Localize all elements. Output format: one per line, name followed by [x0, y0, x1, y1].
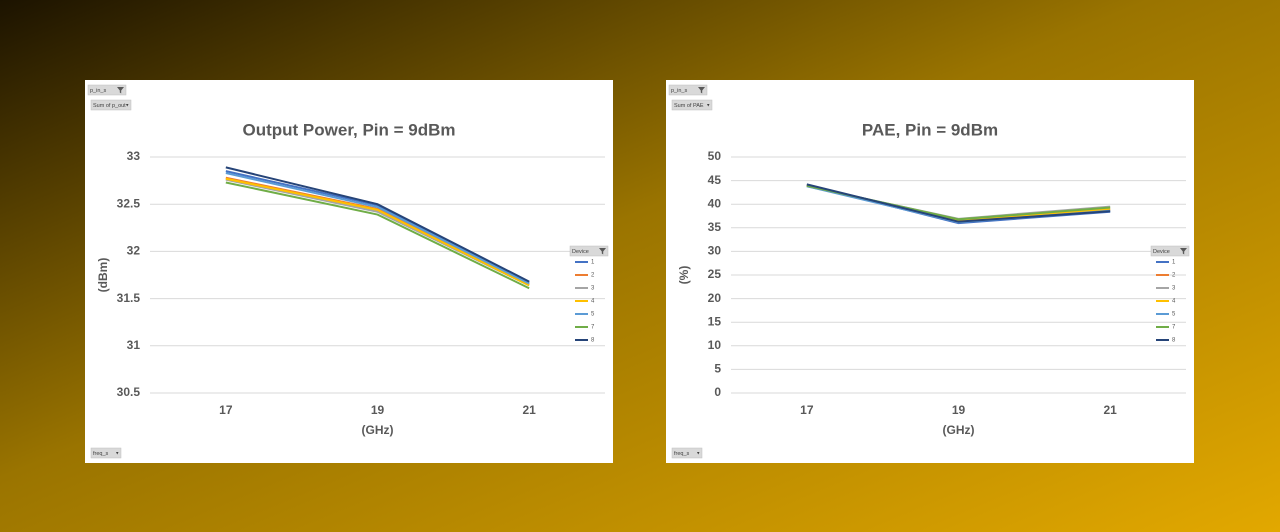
y-tick-label: 50 [708, 149, 722, 163]
y-tick-label: 33 [127, 149, 141, 163]
legend-label: 2 [591, 273, 595, 279]
legend-label: 1 [591, 260, 595, 266]
y-tick-label: 40 [708, 196, 722, 210]
axis-field-button-label: freq_s [93, 451, 109, 457]
y-tick-label: 31 [127, 338, 141, 352]
filter-button[interactable] [87, 84, 127, 96]
y-tick-label: 0 [714, 385, 721, 399]
y-tick-label: 10 [708, 338, 722, 352]
x-tick-label: 17 [800, 403, 814, 417]
dropdown-icon: ▾ [697, 450, 700, 456]
series-line [806, 183, 1111, 223]
filter-icon [1180, 248, 1187, 255]
axis-field-button-label: freq_s [674, 451, 690, 457]
y-tick-label: 32.5 [117, 196, 141, 210]
legend-field-button-label: Device [1153, 249, 1170, 255]
filter-button-label: p_in_s [90, 88, 106, 94]
x-axis-label: (GHz) [362, 423, 394, 437]
dropdown-icon: ▾ [116, 450, 119, 456]
y-tick-label: 30 [708, 244, 722, 258]
legend-field-button[interactable] [1150, 245, 1190, 257]
y-tick-label: 15 [708, 314, 722, 328]
x-tick-label: 19 [371, 403, 385, 417]
chart-title: PAE, Pin = 9dBm [862, 120, 998, 139]
legend-label: 4 [1172, 299, 1176, 305]
series-line [225, 177, 530, 287]
y-axis-label: (%) [677, 266, 691, 285]
filter-icon [698, 87, 705, 94]
legend-label: 8 [1172, 338, 1176, 344]
legend-label: 5 [1172, 312, 1176, 318]
legend-field-button[interactable] [569, 245, 609, 257]
legend-label: 5 [591, 312, 595, 318]
y-tick-label: 20 [708, 291, 722, 305]
legend-label: 8 [591, 338, 595, 344]
legend-label: 7 [591, 325, 595, 331]
filter-button-label: p_in_s [671, 88, 687, 94]
y-tick-label: 32 [127, 244, 141, 258]
filter-icon [117, 87, 124, 94]
y-tick-label: 45 [708, 173, 722, 187]
legend-label: 3 [1172, 286, 1176, 292]
x-tick-label: 21 [1103, 403, 1117, 417]
dropdown-icon: ▾ [707, 102, 710, 108]
y-tick-label: 5 [714, 362, 721, 376]
y-tick-label: 35 [708, 220, 722, 234]
legend-label: 3 [591, 286, 595, 292]
y-tick-label: 25 [708, 267, 722, 281]
chart-panel: Output Power, Pin = 9dBm30.53131.53232.5… [85, 80, 613, 463]
x-tick-label: 19 [952, 403, 966, 417]
filter-icon [599, 248, 606, 255]
axis-field-button[interactable] [671, 447, 703, 459]
y-tick-label: 30.5 [117, 385, 141, 399]
dropdown-icon: ▾ [126, 102, 129, 108]
y-tick-label: 31.5 [117, 291, 141, 305]
chart-area [85, 80, 613, 463]
y-axis-label: (dBm) [96, 258, 110, 293]
series-line [225, 181, 530, 290]
legend-field-button-label: Device [572, 249, 589, 255]
axis-field-button[interactable] [90, 447, 122, 459]
value-field-button-label: Sum of PAE [674, 103, 704, 109]
legend-label: 1 [1172, 260, 1176, 266]
value-field-button[interactable] [671, 99, 713, 111]
value-field-button-label: Sum of p_out [93, 103, 126, 109]
chart-area [666, 80, 1194, 463]
x-axis-label: (GHz) [943, 423, 975, 437]
value-field-button[interactable] [90, 99, 132, 111]
filter-button[interactable] [668, 84, 708, 96]
legend-label: 4 [591, 299, 595, 305]
x-tick-label: 17 [219, 403, 233, 417]
series-line [225, 172, 530, 285]
series-line [225, 166, 530, 283]
x-tick-label: 21 [522, 403, 536, 417]
chart-title: Output Power, Pin = 9dBm [243, 120, 456, 139]
legend-label: 2 [1172, 273, 1176, 279]
legend-label: 7 [1172, 325, 1176, 331]
